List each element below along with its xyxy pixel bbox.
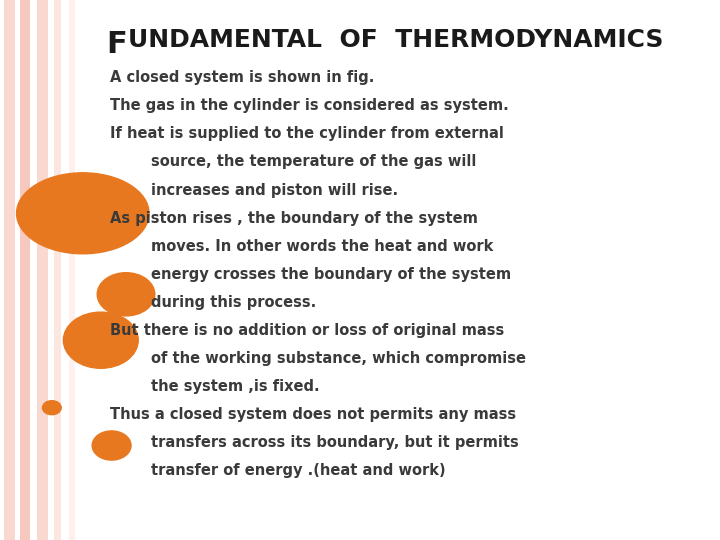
- Bar: [37, 0, 48, 540]
- Bar: [20, 0, 30, 540]
- Circle shape: [63, 312, 138, 368]
- Text: during this process.: during this process.: [151, 295, 317, 310]
- Text: source, the temperature of the gas will: source, the temperature of the gas will: [151, 154, 477, 170]
- Text: But there is no addition or loss of original mass: But there is no addition or loss of orig…: [110, 323, 505, 338]
- Text: energy crosses the boundary of the system: energy crosses the boundary of the syste…: [151, 267, 511, 282]
- Text: of the working substance, which compromise: of the working substance, which compromi…: [151, 351, 526, 366]
- Text: The gas in the cylinder is considered as system.: The gas in the cylinder is considered as…: [110, 98, 509, 113]
- Circle shape: [97, 273, 155, 316]
- Text: transfer of energy .(heat and work): transfer of energy .(heat and work): [151, 463, 446, 478]
- Text: increases and piston will rise.: increases and piston will rise.: [151, 183, 398, 198]
- Text: the system ,is fixed.: the system ,is fixed.: [151, 379, 320, 394]
- Text: transfers across its boundary, but it permits: transfers across its boundary, but it pe…: [151, 435, 519, 450]
- Text: If heat is supplied to the cylinder from external: If heat is supplied to the cylinder from…: [110, 126, 504, 141]
- Text: UNDAMENTAL  OF  THERMODYNAMICS: UNDAMENTAL OF THERMODYNAMICS: [128, 28, 664, 51]
- Circle shape: [92, 431, 131, 460]
- Bar: [69, 0, 75, 540]
- Text: Thus a closed system does not permits any mass: Thus a closed system does not permits an…: [110, 407, 516, 422]
- Circle shape: [42, 401, 61, 415]
- Bar: [54, 0, 61, 540]
- Text: As piston rises , the boundary of the system: As piston rises , the boundary of the sy…: [110, 211, 478, 226]
- Text: F: F: [107, 30, 127, 59]
- Text: A closed system is shown in fig.: A closed system is shown in fig.: [110, 70, 374, 85]
- Ellipse shape: [17, 173, 149, 254]
- Text: moves. In other words the heat and work: moves. In other words the heat and work: [151, 239, 494, 254]
- Bar: [4, 0, 15, 540]
